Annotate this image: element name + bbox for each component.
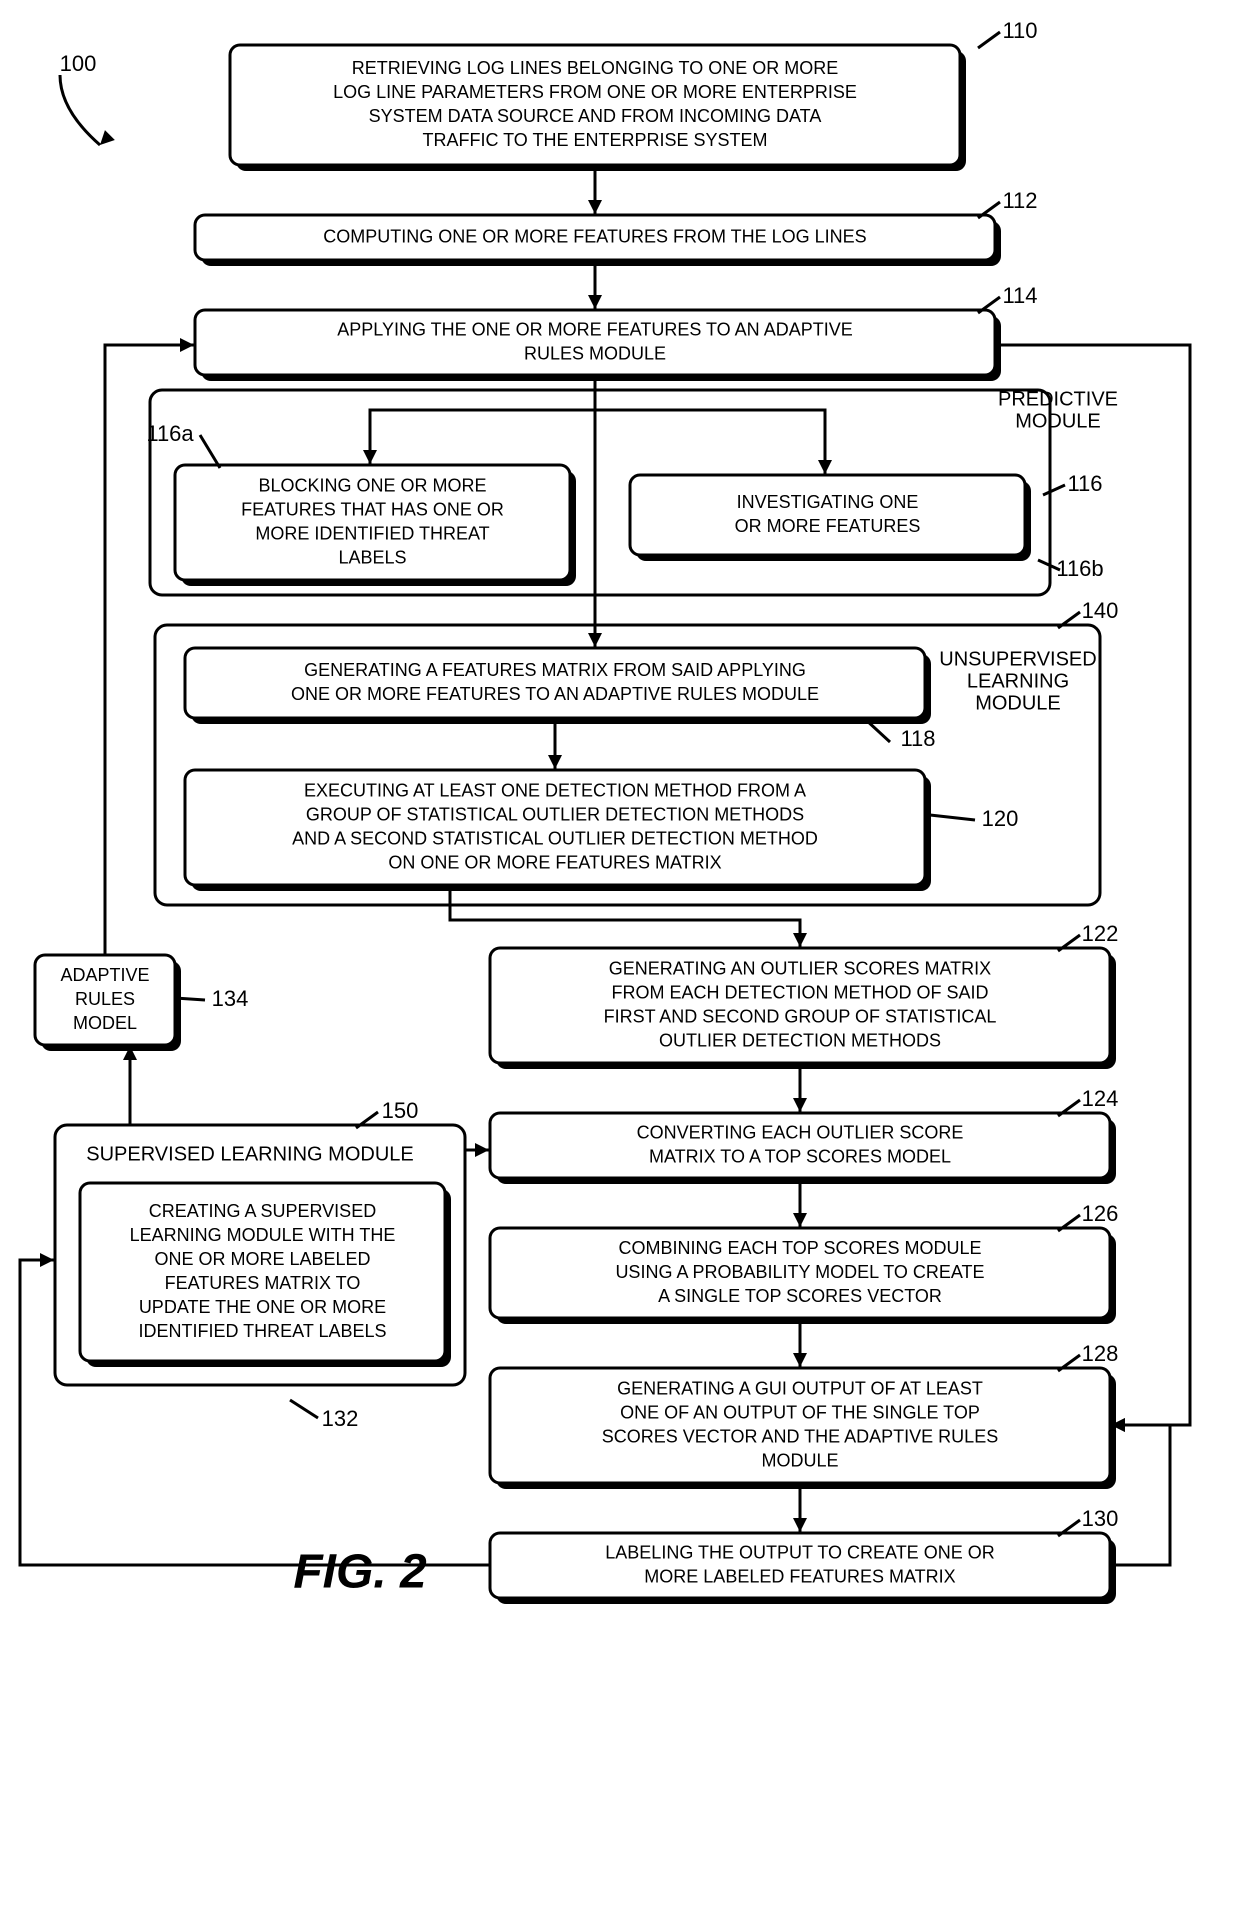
flowchart-svg: PREDICTIVEMODULE116UNSUPERVISEDLEARNINGM…: [0, 0, 1240, 1640]
svg-text:ON ONE OR MORE FEATURES MATRIX: ON ONE OR MORE FEATURES MATRIX: [388, 852, 721, 872]
svg-text:PREDICTIVE: PREDICTIVE: [998, 388, 1118, 410]
svg-text:MODULE: MODULE: [761, 1450, 838, 1470]
svg-text:SYSTEM DATA SOURCE AND FROM IN: SYSTEM DATA SOURCE AND FROM INCOMING DAT…: [369, 106, 822, 126]
svg-text:OUTLIER DETECTION METHODS: OUTLIER DETECTION METHODS: [659, 1030, 941, 1050]
svg-text:MATRIX TO A TOP SCORES MODEL: MATRIX TO A TOP SCORES MODEL: [649, 1146, 951, 1166]
ref-100: 100: [60, 51, 97, 76]
svg-text:GENERATING A GUI OUTPUT OF AT: GENERATING A GUI OUTPUT OF AT LEAST: [617, 1378, 983, 1398]
ref-150: 150: [382, 1098, 419, 1123]
svg-text:MODULE: MODULE: [1015, 410, 1101, 432]
ref-110: 110: [1002, 18, 1037, 43]
arrow-3: [370, 410, 595, 464]
svg-text:TRAFFIC TO THE ENTERPRISE SYST: TRAFFIC TO THE ENTERPRISE SYSTEM: [422, 130, 767, 150]
ref-116a: 116a: [146, 421, 194, 446]
svg-text:LABELS: LABELS: [338, 547, 406, 567]
svg-text:COMBINING EACH TOP SCORES MODU: COMBINING EACH TOP SCORES MODULE: [618, 1238, 981, 1258]
arrow-4: [595, 410, 825, 474]
svg-text:FIRST AND SECOND GROUP OF STAT: FIRST AND SECOND GROUP OF STATISTICAL: [604, 1006, 997, 1026]
svg-text:RULES MODULE: RULES MODULE: [524, 343, 666, 363]
svg-text:LEARNING: LEARNING: [967, 670, 1069, 692]
ref-120: 120: [982, 806, 1019, 831]
svg-text:FEATURES MATRIX TO: FEATURES MATRIX TO: [165, 1273, 361, 1293]
svg-text:MORE IDENTIFIED THREAT: MORE IDENTIFIED THREAT: [255, 523, 489, 543]
ref-130: 130: [1082, 1506, 1119, 1531]
svg-text:FROM EACH DETECTION METHOD OF: FROM EACH DETECTION METHOD OF SAID: [611, 982, 988, 1002]
svg-text:OR MORE FEATURES: OR MORE FEATURES: [735, 516, 921, 536]
svg-text:LEARNING MODULE WITH THE: LEARNING MODULE WITH THE: [130, 1225, 396, 1245]
svg-text:SUPERVISED LEARNING MODULE: SUPERVISED LEARNING MODULE: [86, 1143, 414, 1165]
svg-text:ONE OF AN OUTPUT OF THE SINGLE: ONE OF AN OUTPUT OF THE SINGLE TOP: [620, 1402, 980, 1422]
ref-126: 126: [1082, 1201, 1119, 1226]
svg-text:ONE OR MORE LABELED: ONE OR MORE LABELED: [154, 1249, 370, 1269]
svg-text:MODULE: MODULE: [975, 692, 1061, 714]
ref-116: 116: [1067, 471, 1102, 496]
svg-text:GENERATING AN OUTLIER SCORES M: GENERATING AN OUTLIER SCORES MATRIX: [609, 958, 991, 978]
ref-122: 122: [1082, 921, 1119, 946]
figure-label: FIG. 2: [293, 1546, 427, 1599]
arrow-100-curve: [60, 75, 100, 145]
ref-114: 114: [1002, 283, 1037, 308]
svg-text:LOG LINE PARAMETERS FROM ONE O: LOG LINE PARAMETERS FROM ONE OR MORE ENT…: [333, 82, 857, 102]
svg-text:AND A SECOND STATISTICAL OUTLI: AND A SECOND STATISTICAL OUTLIER DETECTI…: [292, 828, 818, 848]
ref-140: 140: [1082, 598, 1119, 623]
svg-text:GENERATING A FEATURES MATRIX F: GENERATING A FEATURES MATRIX FROM SAID A…: [304, 660, 806, 680]
svg-text:USING A PROBABILITY MODEL TO C: USING A PROBABILITY MODEL TO CREATE: [615, 1262, 984, 1282]
svg-text:UPDATE THE ONE OR MORE: UPDATE THE ONE OR MORE: [139, 1297, 386, 1317]
svg-text:GROUP OF STATISTICAL OUTLIER D: GROUP OF STATISTICAL OUTLIER DETECTION M…: [306, 804, 804, 824]
svg-text:IDENTIFIED THREAT LABELS: IDENTIFIED THREAT LABELS: [138, 1321, 386, 1341]
svg-text:ONE OR MORE FEATURES TO AN ADA: ONE OR MORE FEATURES TO AN ADAPTIVE RULE…: [291, 684, 819, 704]
svg-text:CONVERTING EACH OUTLIER SCORE: CONVERTING EACH OUTLIER SCORE: [637, 1122, 964, 1142]
svg-text:UNSUPERVISED: UNSUPERVISED: [939, 648, 1096, 670]
svg-text:FEATURES THAT HAS ONE OR: FEATURES THAT HAS ONE OR: [241, 499, 504, 519]
ref-134: 134: [212, 986, 249, 1011]
ref-132: 132: [322, 1406, 359, 1431]
svg-text:INVESTIGATING ONE: INVESTIGATING ONE: [737, 492, 919, 512]
svg-text:SCORES VECTOR AND THE ADAPTIVE: SCORES VECTOR AND THE ADAPTIVE RULES: [602, 1426, 998, 1446]
svg-text:ADAPTIVE: ADAPTIVE: [60, 965, 149, 985]
arrow-6: [450, 885, 800, 947]
svg-text:MODEL: MODEL: [73, 1013, 137, 1033]
svg-text:EXECUTING AT LEAST ONE DETECTI: EXECUTING AT LEAST ONE DETECTION METHOD …: [304, 780, 806, 800]
arrow-14: [1110, 1425, 1170, 1565]
svg-text:RETRIEVING LOG LINES BELONGING: RETRIEVING LOG LINES BELONGING TO ONE OR…: [352, 58, 838, 78]
svg-text:CREATING A SUPERVISED: CREATING A SUPERVISED: [149, 1201, 376, 1221]
ref-124: 124: [1082, 1086, 1119, 1111]
svg-text:A SINGLE TOP SCORES VECTOR: A SINGLE TOP SCORES VECTOR: [658, 1286, 942, 1306]
ref-118: 118: [900, 726, 935, 751]
ref-116b: 116b: [1056, 556, 1103, 581]
svg-text:APPLYING THE ONE OR MORE FEATU: APPLYING THE ONE OR MORE FEATURES TO AN …: [337, 319, 852, 339]
svg-text:COMPUTING ONE OR MORE FEATURES: COMPUTING ONE OR MORE FEATURES FROM THE …: [323, 226, 866, 246]
svg-text:BLOCKING ONE OR MORE: BLOCKING ONE OR MORE: [258, 475, 486, 495]
ref-112: 112: [1002, 188, 1037, 213]
svg-text:RULES: RULES: [75, 989, 135, 1009]
svg-text:LABELING THE OUTPUT TO CREATE: LABELING THE OUTPUT TO CREATE ONE OR: [605, 1542, 994, 1562]
svg-text:MORE LABELED FEATURES MATRIX: MORE LABELED FEATURES MATRIX: [644, 1566, 955, 1586]
ref-128: 128: [1082, 1341, 1119, 1366]
